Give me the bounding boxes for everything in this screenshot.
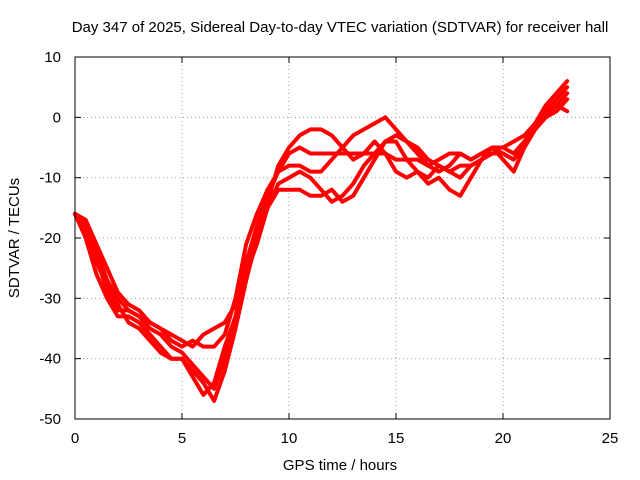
series-line-track-1 <box>73 97 570 397</box>
series-line-track-4 <box>73 91 570 349</box>
chart-title: Day 347 of 2025, Sidereal Day-to-day VTE… <box>72 19 609 36</box>
y-tick-label: -30 <box>39 290 61 307</box>
x-tick-label: 25 <box>602 430 619 447</box>
x-tick-label: 10 <box>281 430 298 447</box>
y-tick-label: -40 <box>39 351 61 368</box>
y-axis-label: SDTVAR / TECUs <box>6 178 23 298</box>
x-axis-label: GPS time / hours <box>283 457 397 474</box>
tick-layer: 0 5 10 15 20 25 10 0 -10 -20 -30 -40 -50 <box>39 49 618 447</box>
y-tick-label: 0 <box>53 109 61 126</box>
y-tick-label: -10 <box>39 170 61 187</box>
x-tick-label: 15 <box>388 430 405 447</box>
y-tick-label: -20 <box>39 230 61 247</box>
x-tick-label: 20 <box>495 430 512 447</box>
y-tick-label: 10 <box>44 49 61 66</box>
series-line-track-2 <box>73 85 570 349</box>
grid-layer <box>75 57 610 419</box>
x-tick-label: 5 <box>178 430 186 447</box>
series-layer <box>73 79 570 403</box>
series-line-track-5 <box>73 103 570 391</box>
y-tick-label: -50 <box>39 411 61 428</box>
x-tick-label: 0 <box>71 430 79 447</box>
